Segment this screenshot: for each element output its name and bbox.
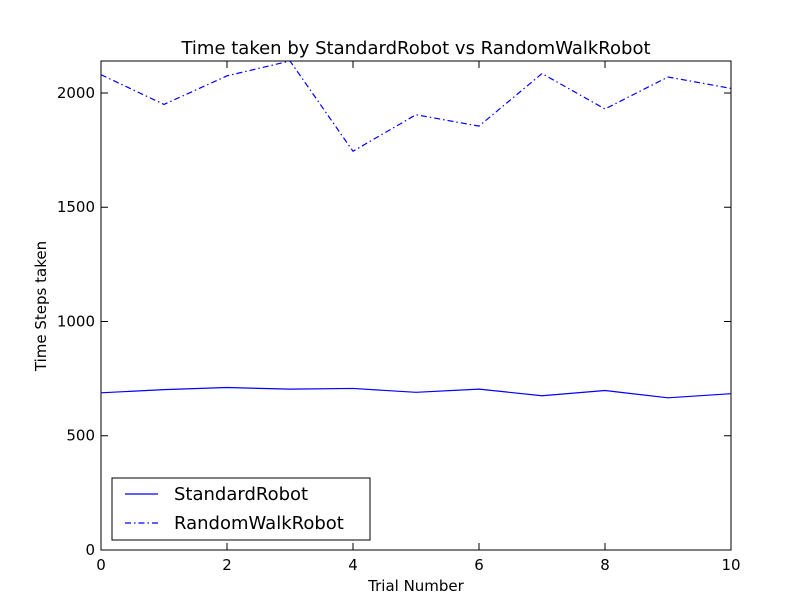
y-axis-label: Time Steps taken	[32, 241, 50, 372]
x-axis-label: Trial Number	[367, 577, 465, 595]
legend-label-randomwalkrobot: RandomWalkRobot	[174, 513, 344, 534]
chart-title: Time taken by StandardRobot vs RandomWal…	[180, 38, 650, 59]
y-tick-label: 0	[85, 541, 95, 559]
x-tick-label: 6	[474, 556, 484, 574]
legend: StandardRobot RandomWalkRobot	[111, 477, 371, 541]
series-lines	[100, 60, 732, 399]
x-tick-label: 0	[96, 556, 106, 574]
plot-area	[100, 60, 732, 551]
legend-box	[111, 477, 371, 541]
x-tick-label: 8	[600, 556, 610, 574]
legend-label-standardrobot: StandardRobot	[174, 484, 308, 505]
x-tick-label: 10	[721, 556, 740, 574]
y-tick-label: 1500	[57, 198, 95, 216]
x-tick-label: 2	[222, 556, 232, 574]
y-tick-label: 500	[66, 427, 95, 445]
series-line-standardrobot	[100, 386, 732, 399]
axis-ticks: 0 2 4 6 8 10 0 500 1000 1500 2000	[57, 61, 741, 574]
x-tick-label: 4	[348, 556, 358, 574]
y-tick-label: 1000	[57, 312, 95, 330]
y-tick-label: 2000	[57, 84, 95, 102]
